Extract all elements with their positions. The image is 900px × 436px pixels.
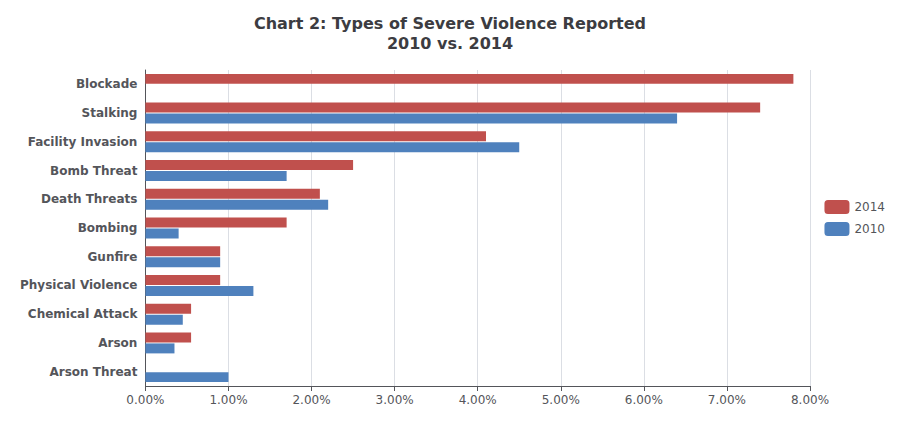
svg-text:6.00%: 6.00% — [625, 393, 663, 407]
svg-text:Death Threats: Death Threats — [41, 192, 137, 206]
svg-text:5.00%: 5.00% — [542, 393, 580, 407]
svg-text:4.00%: 4.00% — [459, 393, 497, 407]
svg-text:Stalking: Stalking — [82, 106, 138, 120]
svg-text:0.00%: 0.00% — [126, 393, 164, 407]
svg-text:Bombing: Bombing — [78, 221, 138, 235]
svg-text:8.00%: 8.00% — [791, 393, 829, 407]
svg-text:Gunfire: Gunfire — [88, 250, 138, 264]
svg-text:Arson: Arson — [98, 336, 137, 350]
svg-text:2014: 2014 — [854, 200, 885, 214]
svg-text:Arson Threat: Arson Threat — [49, 365, 137, 379]
svg-text:Blockade: Blockade — [76, 77, 137, 91]
svg-text:Chart 2: Types of Severe Viole: Chart 2: Types of Severe Violence Report… — [254, 14, 646, 33]
svg-text:2010 vs. 2014: 2010 vs. 2014 — [387, 34, 513, 53]
svg-text:7.00%: 7.00% — [708, 393, 746, 407]
svg-text:3.00%: 3.00% — [376, 393, 414, 407]
svg-text:2.00%: 2.00% — [292, 393, 330, 407]
svg-text:Bomb Threat: Bomb Threat — [50, 164, 138, 178]
svg-text:Physical Violence: Physical Violence — [20, 278, 137, 292]
svg-text:Chemical Attack: Chemical Attack — [28, 307, 139, 321]
svg-text:2010: 2010 — [854, 222, 885, 236]
svg-text:1.00%: 1.00% — [209, 393, 247, 407]
svg-text:Facility Invasion: Facility Invasion — [28, 135, 138, 149]
